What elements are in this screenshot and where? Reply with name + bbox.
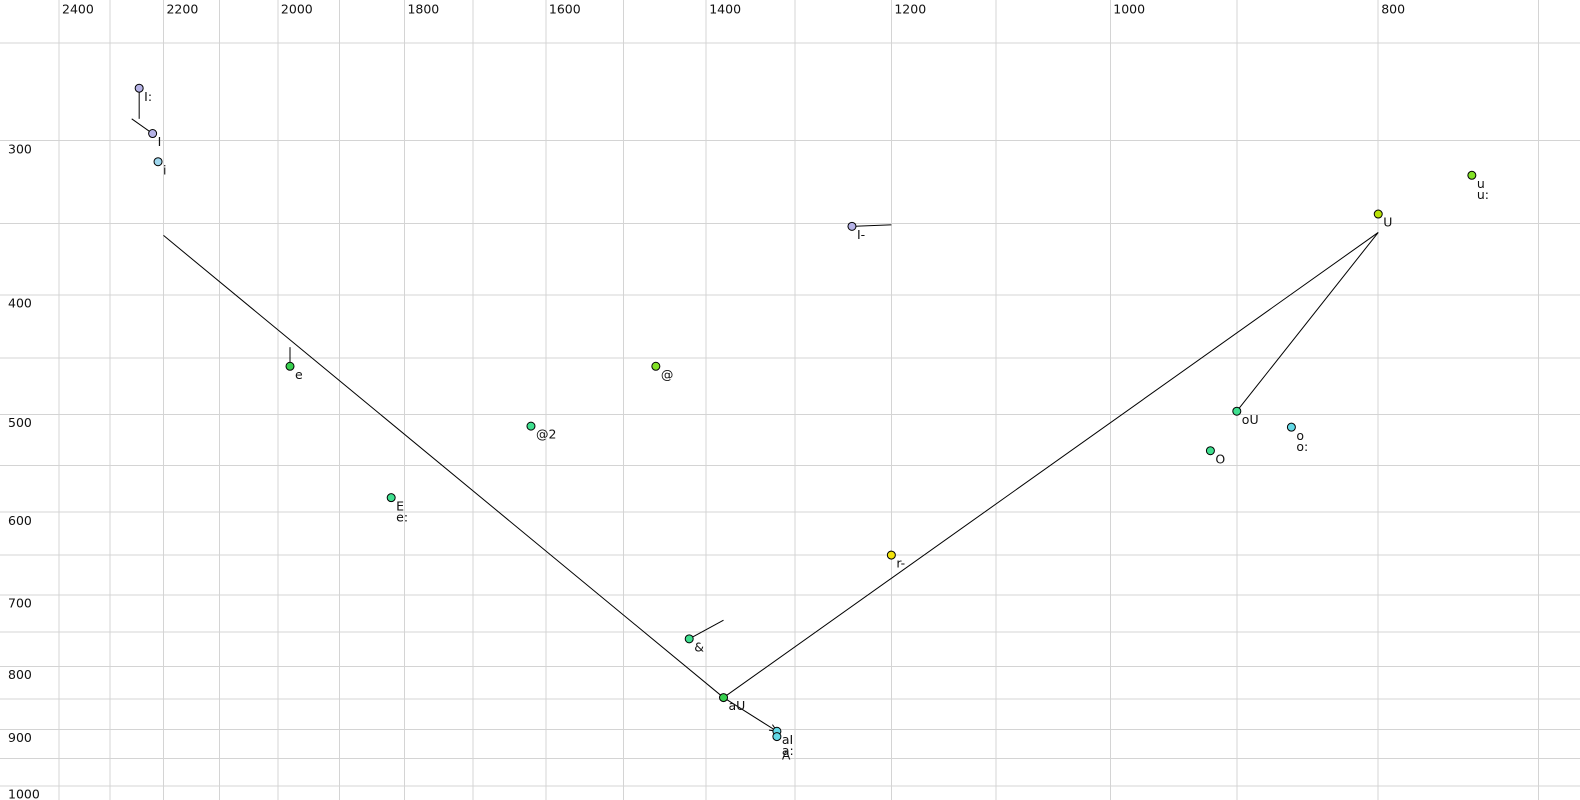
x-tick-label-1800: 1800 [407,2,439,17]
y-tick-label-300: 300 [8,141,32,156]
vowel-label-u: u [1477,176,1485,191]
x-tick-label-2400: 2400 [62,2,94,17]
x-tick-label-1200: 1200 [894,2,926,17]
y-tick-label-1000: 1000 [8,787,40,800]
x-tick-label-1400: 1400 [709,2,741,17]
vowel-label-sym: @ [661,367,674,382]
vowel-point-e [285,361,295,371]
vowel-point-sym [651,361,661,371]
vowel-point-o [1286,422,1296,432]
vowel-label-I: I- [857,227,865,242]
glide-vector-I-bar [851,224,892,227]
vowel-point-r [886,550,896,560]
vowel-point-i [153,157,163,167]
vowel-label-I: I [158,134,162,149]
vowel-label-e: e: [396,509,408,524]
vowel-label-sym: & [694,639,704,654]
vowel-label-O: O [1215,451,1225,466]
x-tick-label-1600: 1600 [549,2,581,17]
vowel-point-I [148,129,158,139]
vowel-label-i: i [163,162,166,177]
vowel-label-E: E [396,498,404,513]
vowel-polygon-front-edge [163,235,724,698]
vowel-label-o: o [1296,428,1304,443]
vowel-label-A: A [782,748,791,763]
vowel-point-E [386,493,396,503]
y-tick-label-700: 700 [8,595,32,610]
vowel-label-aU: aU [729,698,746,713]
y-tick-label-900: 900 [8,730,32,745]
x-tick-label-2200: 2200 [166,2,198,17]
vowel-point-I [134,83,144,93]
vowel-label-U: U [1383,215,1392,230]
vowel-label-oU: oU [1242,412,1259,427]
y-tick-label-800: 800 [8,667,32,682]
vowel-point-sym [684,634,694,644]
x-tick-label-1000: 1000 [1113,2,1145,17]
vowel-label-a: a: [782,743,794,758]
y-tick-label-500: 500 [8,415,32,430]
vowel-label-aI: aI [782,732,793,747]
vowel-point-O [1205,446,1215,456]
vowel-point-oU [1232,406,1242,416]
x-tick-label-2000: 2000 [281,2,313,17]
vowel-label-I: I: [144,89,152,104]
y-tick-label-400: 400 [8,295,32,310]
vowel-point-U [1373,209,1383,219]
vowel-label-o: o: [1296,439,1308,454]
glide-vector-ash [688,619,724,640]
glide-vector-I [131,118,151,133]
vowel-polygon-back-edge [1236,232,1379,412]
vowel-label-2: @2 [536,427,556,442]
vowel-point-unlabeled [772,732,782,742]
vowel-label-r: r- [896,556,905,571]
vowel-label-e: e [295,367,303,382]
y-tick-label-600: 600 [8,513,32,528]
glide-vector-aU-aI [723,697,778,732]
vowel-point-aU [719,693,729,703]
vowel-polygon-rising-edge [723,232,1379,698]
vowel-point-I [847,221,857,231]
vowel-point-2 [526,421,536,431]
x-tick-label-800: 800 [1381,2,1405,17]
vowel-label-u: u: [1477,187,1489,202]
vowel-point-u [1467,170,1477,180]
